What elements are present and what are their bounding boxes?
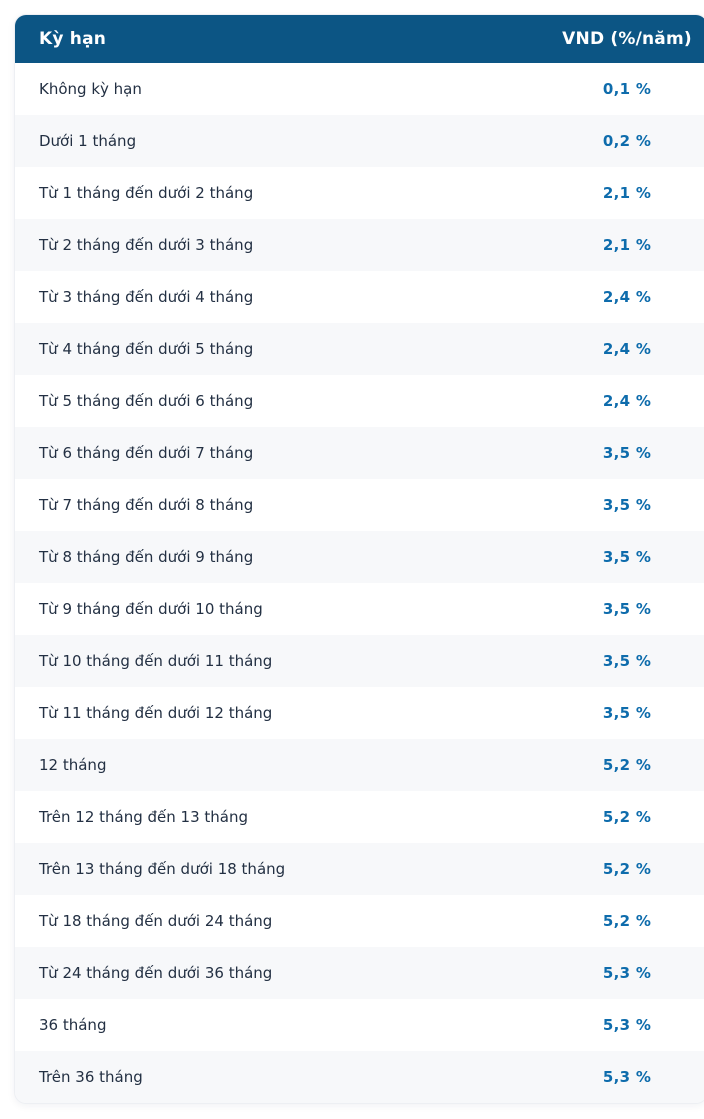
term-cell: Từ 5 tháng đến dưới 6 tháng [39,392,254,410]
term-cell: 36 tháng [39,1016,107,1034]
table-row: Từ 8 tháng đến dưới 9 tháng 3,5 % [15,531,704,583]
rate-cell: 3,5 % [602,704,652,722]
table-row: Từ 18 tháng đến dưới 24 tháng 5,2 % [15,895,704,947]
rate-cell: 0,1 % [602,80,652,98]
table-header: Kỳ hạn VND (%/năm) [15,15,704,63]
table-row: Từ 3 tháng đến dưới 4 tháng 2,4 % [15,271,704,323]
table-row: Không kỳ hạn 0,1 % [15,63,704,115]
table-row: Từ 10 tháng đến dưới 11 tháng 3,5 % [15,635,704,687]
rate-cell: 3,5 % [602,496,652,514]
interest-rates-table: Kỳ hạn VND (%/năm) Không kỳ hạn 0,1 % Dư… [14,14,704,1104]
rate-cell: 0,2 % [602,132,652,150]
term-cell: Từ 10 tháng đến dưới 11 tháng [39,652,273,670]
table-row: Từ 2 tháng đến dưới 3 tháng 2,1 % [15,219,704,271]
rate-cell: 5,2 % [602,808,652,826]
table-row: Từ 6 tháng đến dưới 7 tháng 3,5 % [15,427,704,479]
table-row: Trên 13 tháng đến dưới 18 tháng 5,2 % [15,843,704,895]
rate-cell: 2,4 % [602,340,652,358]
term-cell: Từ 1 tháng đến dưới 2 tháng [39,184,254,202]
table-row: Từ 7 tháng đến dưới 8 tháng 3,5 % [15,479,704,531]
term-cell: Từ 7 tháng đến dưới 8 tháng [39,496,254,514]
table-row: Trên 12 tháng đến 13 tháng 5,2 % [15,791,704,843]
term-cell: Trên 12 tháng đến 13 tháng [39,808,249,826]
table-row: Từ 1 tháng đến dưới 2 tháng 2,1 % [15,167,704,219]
table-row: Trên 36 tháng 5,3 % [15,1051,704,1103]
rate-cell: 5,3 % [602,1016,652,1034]
term-cell: Từ 4 tháng đến dưới 5 tháng [39,340,254,358]
term-cell: Từ 9 tháng đến dưới 10 tháng [39,600,263,618]
table-row: Từ 24 tháng đến dưới 36 tháng 5,3 % [15,947,704,999]
term-cell: Từ 2 tháng đến dưới 3 tháng [39,236,254,254]
rate-cell: 2,4 % [602,288,652,306]
column-header-rate: VND (%/năm) [562,29,692,49]
term-cell: 12 tháng [39,756,107,774]
term-cell: Từ 3 tháng đến dưới 4 tháng [39,288,254,306]
table-row: Từ 11 tháng đến dưới 12 tháng 3,5 % [15,687,704,739]
column-header-term: Kỳ hạn [39,29,107,49]
rate-cell: 2,4 % [602,392,652,410]
table-row: 12 tháng 5,2 % [15,739,704,791]
rate-cell: 3,5 % [602,652,652,670]
rate-cell: 5,2 % [602,756,652,774]
rate-cell: 5,2 % [602,860,652,878]
term-cell: Trên 36 tháng [39,1068,143,1086]
term-cell: Không kỳ hạn [39,80,142,98]
rate-cell: 5,2 % [602,912,652,930]
rate-cell: 3,5 % [602,444,652,462]
term-cell: Từ 18 tháng đến dưới 24 tháng [39,912,273,930]
term-cell: Dưới 1 tháng [39,132,137,150]
term-cell: Từ 8 tháng đến dưới 9 tháng [39,548,254,566]
rate-cell: 3,5 % [602,548,652,566]
table-row: Từ 9 tháng đến dưới 10 tháng 3,5 % [15,583,704,635]
term-cell: Từ 24 tháng đến dưới 36 tháng [39,964,273,982]
term-cell: Từ 6 tháng đến dưới 7 tháng [39,444,254,462]
table-row: Dưới 1 tháng 0,2 % [15,115,704,167]
rate-cell: 3,5 % [602,600,652,618]
table-row: Từ 4 tháng đến dưới 5 tháng 2,4 % [15,323,704,375]
term-cell: Từ 11 tháng đến dưới 12 tháng [39,704,273,722]
rate-cell: 2,1 % [602,184,652,202]
table-row: 36 tháng 5,3 % [15,999,704,1051]
rate-cell: 5,3 % [602,964,652,982]
rate-cell: 2,1 % [602,236,652,254]
rate-cell: 5,3 % [602,1068,652,1086]
table-row: Từ 5 tháng đến dưới 6 tháng 2,4 % [15,375,704,427]
term-cell: Trên 13 tháng đến dưới 18 tháng [39,860,286,878]
